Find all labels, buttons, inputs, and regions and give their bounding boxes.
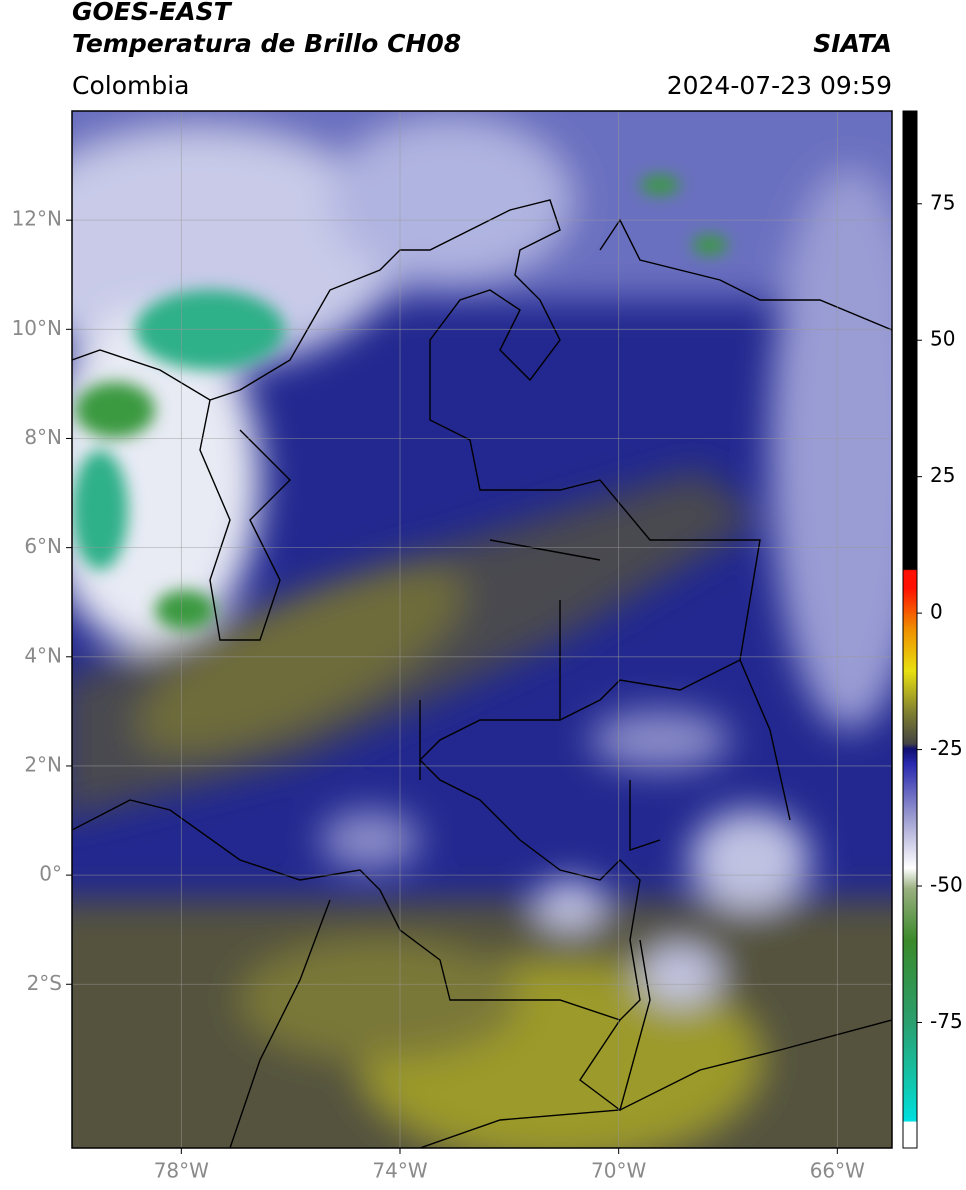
brand: SIATA [813,29,892,58]
subtitle: Temperatura de Brillo CH08 [72,29,461,58]
colorbar-tick-label: 50 [930,327,955,351]
x-tick-label: 78°W [154,1159,209,1183]
colorbar-tick-label: 25 [930,463,955,487]
datetime: 2024-07-23 09:59 [667,71,892,100]
colorbar-tick-label: -50 [930,873,963,897]
y-tick-label: 10°N [12,316,62,340]
x-tick-label: 66°W [810,1159,865,1183]
colorbar-tick-label: 75 [930,190,955,214]
colorbar-tick-label: 0 [930,600,943,624]
title: GOES-EAST [72,0,233,26]
colorbar [902,110,918,1149]
y-tick-label: 12°N [12,207,62,231]
y-tick-label: 8°N [24,425,62,449]
satellite-image [72,111,892,1148]
colorbar-tick-label: -75 [930,1009,963,1033]
borders [72,199,892,1148]
y-tick-label: 2°N [24,752,62,776]
grid [72,111,892,1148]
region: Colombia [72,71,189,100]
y-tick-label: 0° [39,862,62,886]
map-frame [71,110,893,1149]
colorbar-tick-label: -25 [930,736,963,760]
y-tick-label: 4°N [24,643,62,667]
x-tick-label: 70°W [591,1159,646,1183]
y-tick-label: 6°N [24,534,62,558]
x-tick-label: 74°W [372,1159,427,1183]
y-tick-label: 2°S [27,971,62,995]
